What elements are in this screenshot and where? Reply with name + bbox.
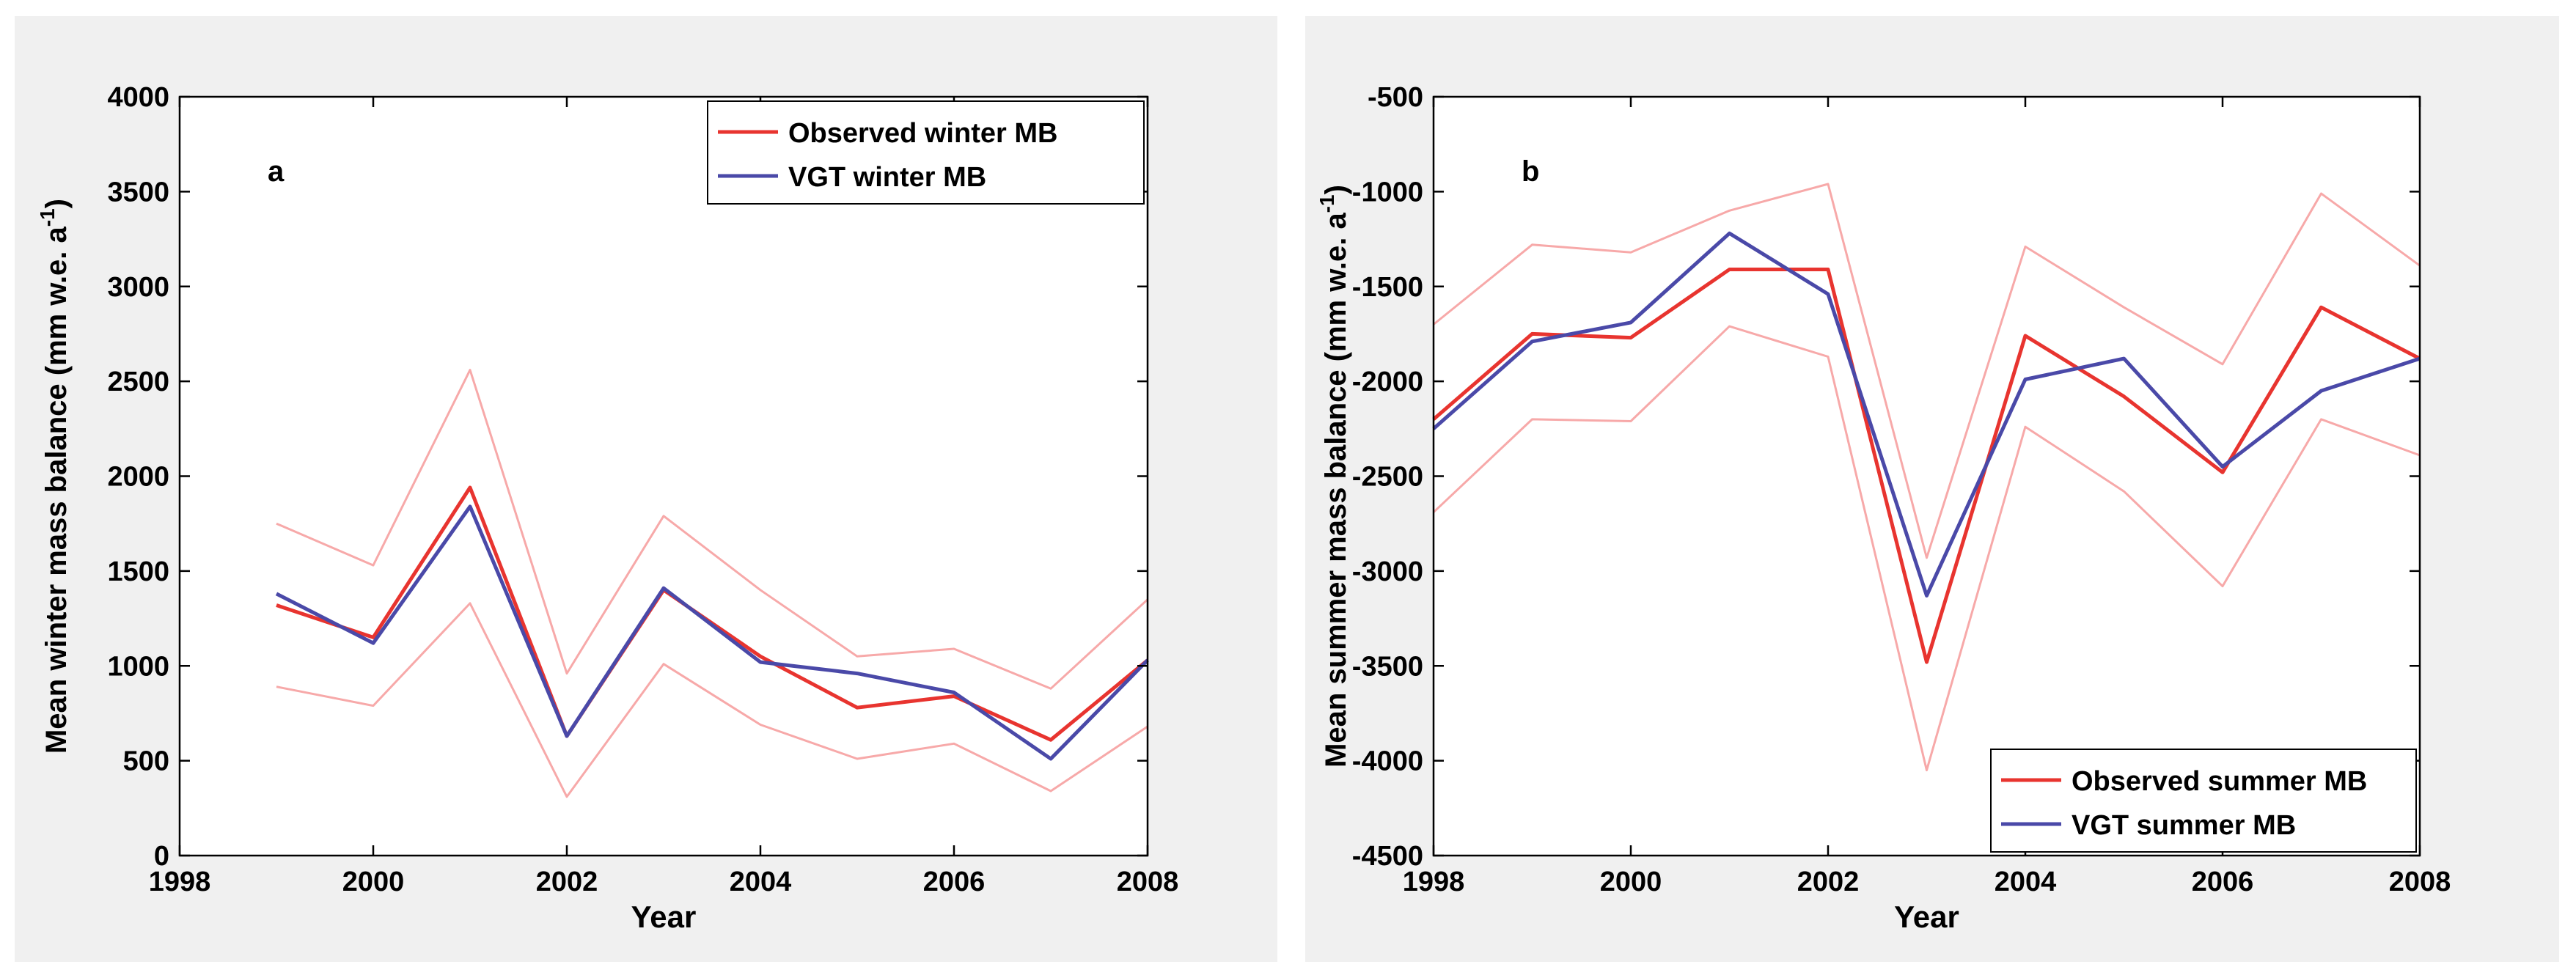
y-tick-label: 1500 bbox=[107, 556, 169, 587]
y-tick-label: 1000 bbox=[107, 651, 169, 682]
y-tick-label: -4500 bbox=[1352, 841, 1423, 872]
x-tick-label: 2000 bbox=[1600, 867, 1662, 897]
panel-label: a bbox=[268, 155, 285, 188]
series-lower-bound bbox=[276, 602, 1148, 798]
chart-b-summer: 1998 2000 2002 2004 2006 2008-4500-4000-3500-… bbox=[1315, 82, 2451, 934]
legend-box bbox=[707, 100, 1145, 205]
legend-label: VGT winter MB bbox=[788, 162, 986, 193]
y-tick-label: -500 bbox=[1368, 82, 1423, 113]
y-tick-label: -1500 bbox=[1352, 272, 1423, 303]
y-tick-label: 500 bbox=[123, 746, 169, 777]
x-tick-label: 2004 bbox=[730, 867, 792, 897]
x-tick-label: 1998 bbox=[149, 867, 211, 897]
x-axis-label: Year bbox=[631, 900, 697, 934]
y-tick-label: 0 bbox=[154, 841, 169, 872]
y-axis-label: Mean winter mass balance (mm w.e. a-1) bbox=[36, 199, 73, 754]
y-tick-label: -3500 bbox=[1352, 651, 1423, 682]
y-axis: -4500 -4000 -3500 -3000 -2500 -2000 -1500 -1000… bbox=[1352, 82, 2420, 872]
series-line bbox=[1432, 231, 2421, 598]
series-line bbox=[1432, 268, 2421, 664]
x-tick-label: 2008 bbox=[2389, 867, 2451, 897]
x-axis-label: Year bbox=[1894, 900, 1959, 934]
x-tick-label: 2000 bbox=[342, 867, 405, 897]
y-axis-label-main: Mean summer mass balance (mm w.e. a bbox=[1320, 213, 1352, 768]
legend-label: Observed summer MB bbox=[2072, 766, 2367, 797]
series-line bbox=[1433, 183, 2421, 559]
x-tick-label: 1998 bbox=[1403, 867, 1465, 897]
series-line bbox=[275, 504, 1149, 761]
y-tick-label: 3500 bbox=[107, 177, 169, 207]
y-tick-label: -2000 bbox=[1352, 367, 1423, 397]
y-axis-label-superscript: -1 bbox=[36, 208, 59, 227]
y-tick-label: -4000 bbox=[1352, 746, 1423, 777]
x-tick-label: 2002 bbox=[1797, 867, 1860, 897]
x-tick-label: 2004 bbox=[1995, 867, 2057, 897]
legend: Observed winter MB VGT winter MB bbox=[707, 100, 1145, 205]
y-tick-label: -3000 bbox=[1352, 556, 1423, 587]
series-vgt bbox=[275, 504, 1149, 761]
series-line bbox=[276, 602, 1148, 798]
series-line bbox=[276, 369, 1149, 690]
panel-label: b bbox=[1522, 155, 1539, 188]
y-axis-label-close: ) bbox=[40, 199, 73, 208]
legend-label: VGT summer MB bbox=[2072, 810, 2296, 841]
y-axis-label-superscript: -1 bbox=[1315, 194, 1338, 213]
x-axis: 1998 2000 2002 2004 2006 2008 bbox=[1403, 97, 2451, 897]
y-tick-label: -1000 bbox=[1352, 177, 1423, 207]
y-axis: 0 500 1000 1500 2000 2500 3000 3500 4000 bbox=[107, 82, 1148, 872]
series-lower-bound bbox=[1432, 325, 2421, 772]
x-tick-label: 2006 bbox=[923, 867, 986, 897]
series-upper-bound bbox=[276, 369, 1149, 690]
legend-label: Observed winter MB bbox=[788, 118, 1057, 149]
series-line bbox=[1432, 325, 2421, 772]
y-tick-label: 4000 bbox=[107, 82, 169, 113]
series-vgt bbox=[1432, 231, 2421, 598]
legend: Observed summer MB VGT summer MB bbox=[1990, 749, 2417, 853]
y-axis-label-close: ) bbox=[1320, 185, 1352, 194]
panel-a: 1998 2000 2002 2004 2006 2008 0 500 1000 1500 2000… bbox=[15, 16, 1277, 962]
series-upper-bound bbox=[1433, 183, 2421, 559]
chart-a-winter: 1998 2000 2002 2004 2006 2008 0 500 1000 1500 2000… bbox=[36, 82, 1179, 934]
x-tick-label: 2002 bbox=[536, 867, 598, 897]
plot-area bbox=[1434, 97, 2420, 856]
y-tick-label: 2500 bbox=[107, 367, 169, 397]
x-tick-label: 2008 bbox=[1117, 867, 1179, 897]
series-observed bbox=[1432, 268, 2421, 664]
y-axis-label-main: Mean winter mass balance (mm w.e. a bbox=[40, 226, 73, 754]
x-axis: 1998 2000 2002 2004 2006 2008 bbox=[149, 97, 1179, 897]
legend-box bbox=[1990, 749, 2417, 853]
y-tick-label: -2500 bbox=[1352, 462, 1423, 493]
x-tick-label: 2006 bbox=[2192, 867, 2254, 897]
y-tick-label: 2000 bbox=[107, 462, 169, 493]
y-tick-label: 3000 bbox=[107, 272, 169, 303]
panel-b: 1998 2000 2002 2004 2006 2008 -4500 -4000 -3500-… bbox=[1305, 16, 2559, 962]
plot-area bbox=[180, 97, 1148, 856]
y-axis-label: Mean summer mass balance (mm w.e. a-1) bbox=[1315, 185, 1352, 768]
